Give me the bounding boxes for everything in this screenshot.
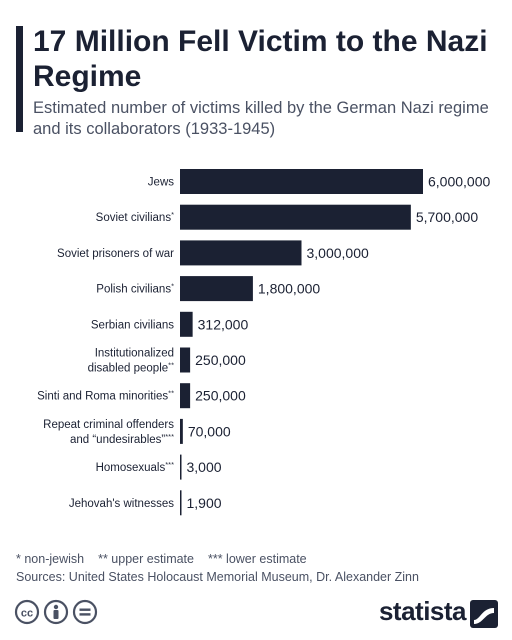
chart-subtitle: Estimated number of victims killed by th… bbox=[33, 99, 489, 138]
category-label: Institutionalized disabled people** bbox=[88, 348, 174, 375]
bar-value-label: 70,000 bbox=[188, 423, 231, 439]
bar-value-label: 250,000 bbox=[195, 352, 246, 368]
category-label: Soviet civilians* bbox=[96, 210, 174, 224]
footnote-non-jewish: * non-jewish bbox=[16, 552, 85, 566]
title-accent-bar bbox=[16, 26, 23, 132]
bar-value-label: 6,000,000 bbox=[428, 174, 490, 190]
bar bbox=[180, 454, 182, 480]
category-label: Jews bbox=[148, 177, 174, 189]
bar bbox=[180, 240, 302, 266]
bar-value-label: 3,000,000 bbox=[307, 245, 369, 261]
category-label: Homosexuals*** bbox=[96, 460, 175, 474]
bar bbox=[180, 169, 423, 194]
license-icons: cc bbox=[14, 599, 98, 625]
bar bbox=[180, 204, 411, 230]
statista-logo-text[interactable]: statista bbox=[378, 596, 467, 626]
bar-chart: 6,000,000 Jews 5,700,000 Soviet civilians* 3… bbox=[37, 169, 490, 516]
footnotes: * non-jewish ** upper estimate *** lower e… bbox=[16, 550, 496, 586]
category-label: Soviet prisoners of war bbox=[57, 248, 174, 260]
bar bbox=[180, 490, 182, 516]
bar bbox=[180, 383, 191, 409]
sources-line: Sources: United States Holocaust Memoria… bbox=[16, 570, 419, 584]
bar-value-label: 5,700,000 bbox=[416, 209, 478, 225]
bar bbox=[180, 347, 191, 373]
footnote-marks: * non-jewish ** upper estimate *** lower e… bbox=[16, 550, 496, 568]
footnote-lower-estimate: *** lower estimate bbox=[207, 552, 307, 566]
bar-value-label: 1,800,000 bbox=[258, 281, 320, 297]
category-label: Repeat criminal offenders and “undesirabl… bbox=[43, 419, 174, 446]
cc-icon: cc bbox=[14, 599, 40, 625]
svg-text:cc: cc bbox=[21, 608, 33, 620]
bar bbox=[180, 276, 253, 302]
no-derivatives-icon bbox=[72, 599, 98, 625]
statista-logo-icon bbox=[470, 600, 498, 628]
category-label: Sinti and Roma minorities** bbox=[37, 389, 174, 403]
chart-title: 17 Million Fell Victim to the Nazi Regim… bbox=[33, 25, 488, 93]
category-label: Jehovah's witnesses bbox=[69, 498, 174, 510]
bar-value-label: 3,000 bbox=[187, 459, 222, 475]
bar-value-label: 312,000 bbox=[198, 316, 249, 332]
category-label: Serbian civilians bbox=[91, 319, 174, 331]
attribution-icon bbox=[43, 599, 69, 625]
bar bbox=[180, 418, 183, 444]
category-label: Polish civilians* bbox=[96, 282, 174, 296]
bar-value-label: 1,900 bbox=[187, 495, 222, 511]
bar-value-label: 250,000 bbox=[195, 388, 246, 404]
bar bbox=[180, 311, 193, 337]
footnote-upper-estimate: ** upper estimate bbox=[98, 552, 194, 566]
